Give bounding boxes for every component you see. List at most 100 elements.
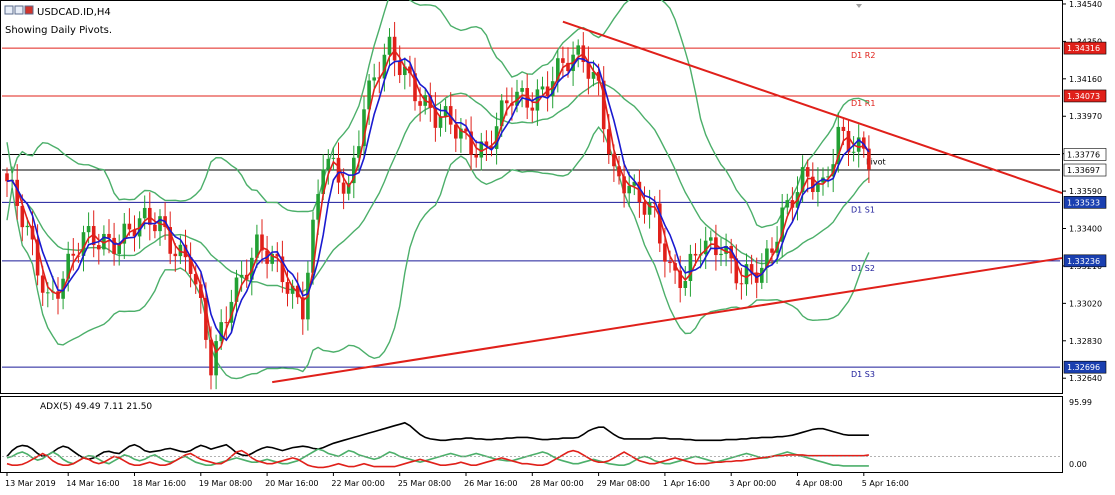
- candle-body-79: [408, 66, 412, 74]
- candle-body-127: [652, 202, 657, 204]
- adx-tick-label-0: 95.99: [1069, 398, 1092, 407]
- candle-body-43: [224, 322, 229, 324]
- candle-body-98: [505, 100, 509, 104]
- candle-body-56: [290, 285, 295, 294]
- candle-body-124: [637, 181, 642, 203]
- price-level-tags: 1.34316 1.34073 1.33776 1.33697 1.33533 1.332…: [1063, 41, 1107, 374]
- candle-body-92: [474, 154, 478, 158]
- candle-body-134: [688, 253, 693, 281]
- candle-body-35: [183, 244, 188, 258]
- time-tick-label-3: 19 Mar 08:00: [199, 479, 252, 488]
- time-tick-label-11: 3 Apr 00:00: [729, 479, 776, 488]
- candle-body-143: [734, 258, 739, 284]
- price-axis: 1.345401.343501.341601.339701.337801.335…: [1062, 0, 1102, 383]
- candle-body-103: [530, 107, 535, 111]
- candle-body-97: [499, 100, 504, 127]
- candle-body-129: [663, 243, 667, 262]
- candle-body-108: [556, 58, 560, 82]
- candle-body-63: [326, 158, 331, 170]
- price-tick-label-9: 1.32830: [1069, 337, 1102, 346]
- adx-tick-label-1: 0.00: [1069, 460, 1087, 469]
- candle-body-0: [5, 173, 9, 182]
- candle-body-150: [770, 248, 774, 253]
- candle-body-42: [219, 322, 223, 342]
- candle-body-46: [239, 274, 244, 278]
- scroll-marker-icon[interactable]: [856, 4, 862, 8]
- candle-body-67: [346, 183, 351, 194]
- candle-body-166: [851, 151, 856, 153]
- adx-series-0: [6, 421, 869, 461]
- candle-body-53: [275, 253, 280, 257]
- level-tag-0: 1.34316: [1067, 44, 1100, 53]
- slow-ma-line: [6, 57, 870, 342]
- candle-body-100: [515, 91, 519, 106]
- candle-body-119: [612, 153, 616, 167]
- price-tick-label-2: 1.34160: [1069, 75, 1102, 84]
- fast-ma-line: [6, 49, 870, 354]
- candle-body-95: [489, 146, 494, 149]
- candle-body-22: [117, 243, 121, 254]
- candle-body-104: [535, 89, 540, 111]
- candle-body-94: [484, 141, 489, 147]
- level-name-0: D1 R2: [851, 51, 875, 60]
- candle-body-156: [800, 167, 805, 193]
- candle-body-44: [229, 301, 234, 323]
- candle-body-115: [591, 71, 596, 79]
- candle-body-60: [311, 219, 315, 273]
- candle-body-37: [193, 273, 198, 285]
- bollinger-middle: [6, 81, 870, 293]
- candle-body-24: [127, 223, 132, 230]
- candle-body-132: [678, 270, 682, 288]
- candle-body-75: [387, 36, 392, 55]
- candle-body-40: [209, 339, 213, 376]
- candle-body-23: [122, 223, 127, 244]
- candle-body-146: [749, 264, 754, 273]
- chart-grid-icon[interactable]: [14, 5, 24, 15]
- level-name-2: Pivot: [866, 157, 886, 166]
- candle-body-25: [132, 229, 137, 237]
- candle-body-71: [367, 80, 371, 110]
- level-name-5: D1 S2: [851, 264, 875, 273]
- candle-body-52: [270, 253, 274, 264]
- candle-body-65: [336, 157, 341, 183]
- candle-body-72: [372, 77, 376, 81]
- candle-body-149: [765, 248, 769, 268]
- trendlines: [272, 20, 1063, 384]
- time-tick-label-5: 22 Mar 00:00: [331, 479, 384, 488]
- adx-title: ADX(5) 49.49 7.11 21.50: [40, 402, 152, 412]
- time-tick-label-4: 20 Mar 16:00: [265, 479, 318, 488]
- pivot-note: Showing Daily Pivots.: [5, 25, 112, 36]
- candle-body-128: [658, 203, 662, 244]
- chart-bar-icon[interactable]: [24, 5, 34, 15]
- candle-body-81: [418, 101, 422, 106]
- candle-body-89: [459, 128, 463, 139]
- candle-body-61: [316, 194, 320, 220]
- time-tick-label-8: 28 Mar 00:00: [530, 479, 583, 488]
- candle-body-80: [413, 73, 417, 102]
- candle-body-163: [836, 126, 841, 165]
- candle-body-148: [760, 267, 764, 283]
- candle-body-131: [673, 263, 677, 271]
- candle-body-3: [20, 205, 25, 228]
- candle-body-169: [867, 148, 871, 170]
- candle-body-49: [255, 234, 259, 258]
- candle-body-19: [102, 233, 106, 250]
- candle-body-126: [647, 202, 652, 215]
- level-name-4: D1 S1: [851, 205, 875, 214]
- price-tick-label-0: 1.34540: [1069, 0, 1102, 9]
- candle-body-91: [469, 131, 473, 155]
- candle-body-18: [97, 245, 101, 250]
- candle-body-138: [709, 237, 713, 241]
- candle-body-4: [25, 225, 30, 228]
- time-tick-label-13: 5 Apr 16:00: [862, 479, 909, 488]
- candle-body-70: [362, 109, 366, 147]
- chart-window-icon[interactable]: [4, 5, 14, 15]
- price-tick-label-3: 1.33970: [1069, 112, 1102, 121]
- candle-body-78: [403, 66, 407, 76]
- candle-body-36: [188, 257, 193, 274]
- time-tick-label-1: 14 Mar 16:00: [66, 479, 119, 488]
- candle-body-32: [168, 227, 172, 254]
- level-tag-2: 1.33776: [1067, 150, 1100, 159]
- candle-body-112: [576, 45, 580, 55]
- moving-averages: [6, 49, 870, 354]
